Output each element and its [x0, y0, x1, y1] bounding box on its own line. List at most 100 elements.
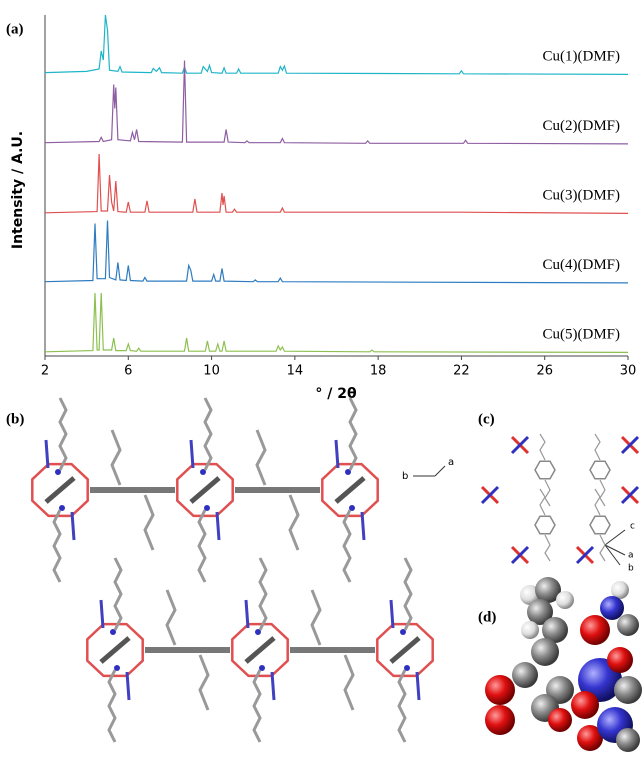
dmf: [270, 671, 276, 701]
series-label: Cu(5)(DMF): [543, 326, 621, 342]
cu-atom: [110, 629, 116, 635]
atom: [531, 638, 559, 666]
benzene-ring: [589, 460, 611, 480]
side-chain: [110, 429, 155, 551]
dmf: [334, 439, 340, 469]
cu-bond: [620, 485, 640, 505]
crystal-structure: [31, 397, 434, 743]
atom: [571, 691, 599, 719]
atom: [607, 647, 633, 673]
cu-bond: [575, 545, 595, 565]
cu-bond: [44, 476, 76, 504]
alkyl-chain: [258, 557, 268, 631]
side-chain: [539, 433, 551, 507]
paddlewheel: [176, 462, 234, 518]
cu-atom: [345, 469, 351, 475]
atom: [580, 615, 610, 645]
dmf: [44, 439, 50, 469]
cu-atom: [255, 629, 261, 635]
dmf: [244, 599, 250, 629]
cu-atom: [55, 469, 61, 475]
cu-atom: [349, 505, 355, 511]
alkyl-chain: [203, 397, 213, 471]
cu-atom: [114, 665, 120, 671]
crystal-structure: [480, 433, 640, 565]
atom: [548, 708, 572, 732]
cu-atom: [400, 629, 406, 635]
cu-bond: [189, 476, 221, 504]
series-label: Cu(3)(DMF): [543, 187, 621, 203]
panel-label: (c): [478, 411, 495, 427]
atom: [611, 581, 629, 599]
atom: [577, 725, 603, 751]
pxrd-trace: [44, 153, 629, 214]
alkyl-chain: [348, 397, 358, 471]
cu-bond: [510, 435, 530, 455]
side-chain: [255, 429, 300, 551]
paddlewheel: [376, 622, 434, 678]
atom: [542, 617, 568, 643]
alkyl-chain: [197, 509, 207, 583]
alkyl-chain: [252, 669, 262, 743]
cu-atom: [200, 469, 206, 475]
benzene-ring: [534, 460, 556, 480]
atom: [527, 599, 553, 625]
cu-bond: [334, 476, 366, 504]
axis-letter: a: [448, 457, 454, 468]
x-tick-label: 2: [41, 364, 49, 379]
dmf: [389, 599, 395, 629]
atom: [617, 614, 639, 636]
dmf: [215, 511, 221, 541]
atom: [512, 662, 538, 688]
alkyl-chain: [403, 557, 413, 631]
cu-atom: [59, 505, 65, 511]
side-chain: [594, 488, 606, 562]
dmf: [360, 511, 366, 541]
pxrd-trace: [44, 220, 629, 284]
atom: [521, 621, 539, 639]
y-axis-label: Intensity / A.U.: [10, 131, 26, 249]
series-label: Cu(1)(DMF): [543, 48, 621, 64]
x-tick-label: 30: [620, 364, 637, 379]
atom: [485, 675, 515, 705]
x-tick-label: 6: [124, 364, 132, 379]
alkyl-chain: [52, 509, 62, 583]
cu-bond: [389, 636, 421, 664]
space-filling-model: [485, 577, 642, 752]
atom: [485, 705, 515, 735]
alkyl-chain: [342, 509, 352, 583]
paddlewheel: [231, 622, 289, 678]
series-label: Cu(4)(DMF): [543, 257, 621, 273]
paddlewheel: [321, 462, 379, 518]
x-tick-label: 26: [536, 364, 553, 379]
axis-letter: b: [628, 564, 634, 574]
cu-bond: [244, 636, 276, 664]
axis-letter: a: [628, 551, 634, 561]
atom: [600, 596, 624, 620]
panel-label: (b): [6, 411, 24, 427]
dmf: [189, 439, 195, 469]
x-tick-label: 10: [203, 364, 220, 379]
dmf: [125, 671, 131, 701]
side-chain: [594, 433, 606, 507]
side-chain: [310, 589, 355, 711]
axis-indicator: [413, 465, 446, 477]
cu-atom: [259, 665, 265, 671]
paddlewheel: [31, 462, 89, 518]
alkyl-chain: [58, 397, 68, 471]
x-tick-label: 14: [287, 364, 304, 379]
cu-atom: [404, 665, 410, 671]
cu-bond: [480, 485, 500, 505]
alkyl-chain: [397, 669, 407, 743]
cu-atom: [204, 505, 210, 511]
x-tick-label: 22: [453, 364, 470, 379]
atom: [535, 577, 561, 603]
alkyl-chain: [113, 557, 123, 631]
paddlewheel: [86, 622, 144, 678]
side-chain: [165, 589, 210, 711]
cu-bond: [510, 545, 530, 565]
cu-bond: [620, 435, 640, 455]
benzene-ring: [589, 515, 611, 535]
axis-letter: b: [402, 471, 408, 482]
benzene-ring: [534, 515, 556, 535]
